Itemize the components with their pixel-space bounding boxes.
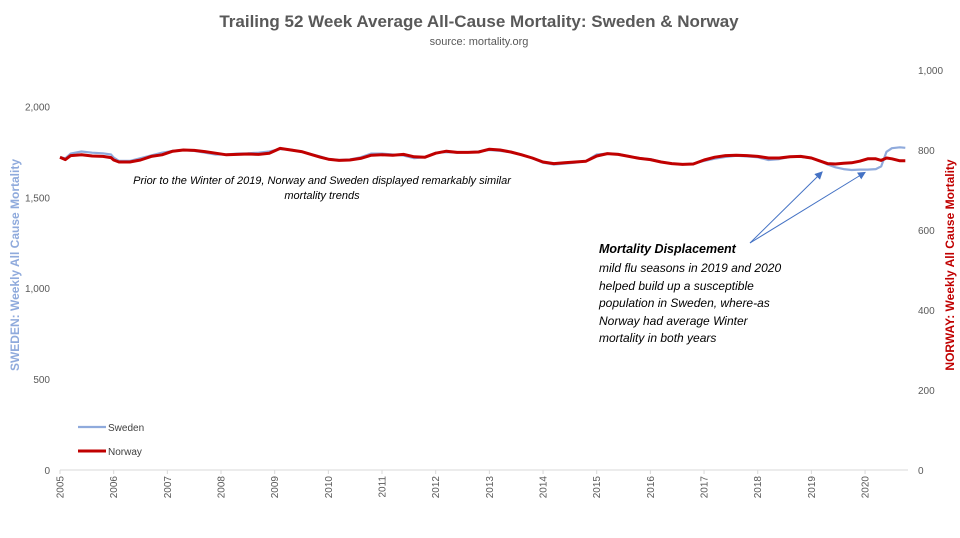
norway-series-line (59, 146, 906, 166)
x-tick-label: 2016 (646, 476, 657, 499)
callout-line-3: population in Sweden, where-as (598, 296, 770, 310)
x-axis-ticks: 2005 2006 2007 2008 2009 2010 2011 2012 2013 2014… (56, 470, 872, 498)
left-tick-label: 2,000 (25, 102, 50, 113)
x-tick-label: 2007 (163, 476, 174, 499)
x-tick-label: 2009 (270, 476, 281, 499)
right-axis-title: NORWAY: Weekly All Cause Mortality (943, 159, 957, 370)
x-tick-label: 2011 (378, 476, 389, 498)
callout-arrow (749, 171, 823, 244)
right-tick-label: 0 (918, 466, 924, 477)
x-tick-label: 2006 (109, 476, 120, 499)
callout-line-5: mortality in both years (599, 331, 716, 345)
left-tick-label: 1,500 (25, 193, 50, 204)
callout-heading: Mortality Displacement (599, 242, 737, 256)
right-tick-label: 600 (918, 226, 935, 237)
x-tick-label: 2005 (56, 476, 67, 499)
chart-subtitle: source: mortality.org (430, 36, 529, 48)
x-tick-label: 2010 (324, 476, 335, 499)
right-tick-label: 200 (918, 386, 935, 397)
x-tick-label: 2018 (753, 476, 764, 499)
right-tick-label: 1,000 (918, 66, 943, 77)
annotation-similar-trends-line2: mortality trends (284, 190, 360, 202)
x-tick-label: 2019 (807, 476, 818, 499)
x-tick-label: 2014 (539, 476, 550, 499)
legend: Sweden Norway (78, 423, 144, 458)
right-axis-ticks: 0 200 400 600 800 1,000 (918, 66, 943, 477)
right-tick-label: 400 (918, 306, 935, 317)
x-tick-label: 2015 (592, 476, 603, 499)
legend-label-sweden: Sweden (108, 423, 144, 434)
right-tick-label: 800 (918, 146, 935, 157)
x-tick-label: 2008 (217, 476, 228, 499)
chart-title: Trailing 52 Week Average All-Cause Morta… (219, 12, 739, 31)
left-tick-label: 500 (33, 375, 50, 386)
left-axis-ticks: 0 500 1,000 1,500 2,000 (25, 102, 50, 477)
left-axis-title: SWEDEN: Weekly All Cause Mortality (8, 159, 22, 371)
callout-line-4: Norway had average Winter (599, 314, 749, 328)
left-tick-label: 0 (44, 466, 50, 477)
x-tick-label: 2020 (861, 476, 872, 499)
callout-line-1: mild flu seasons in 2019 and 2020 (599, 261, 781, 275)
x-tick-label: 2012 (431, 476, 442, 499)
legend-label-norway: Norway (108, 447, 142, 458)
callout-arrows (749, 171, 866, 244)
callout-arrow (749, 171, 866, 244)
annotation-similar-trends-line1: Prior to the Winter of 2019, Norway and … (133, 175, 512, 187)
callout-line-2: helped build up a susceptible (599, 279, 754, 293)
x-tick-label: 2017 (700, 476, 711, 499)
x-tick-label: 2013 (485, 476, 496, 499)
left-tick-label: 1,000 (25, 284, 50, 295)
